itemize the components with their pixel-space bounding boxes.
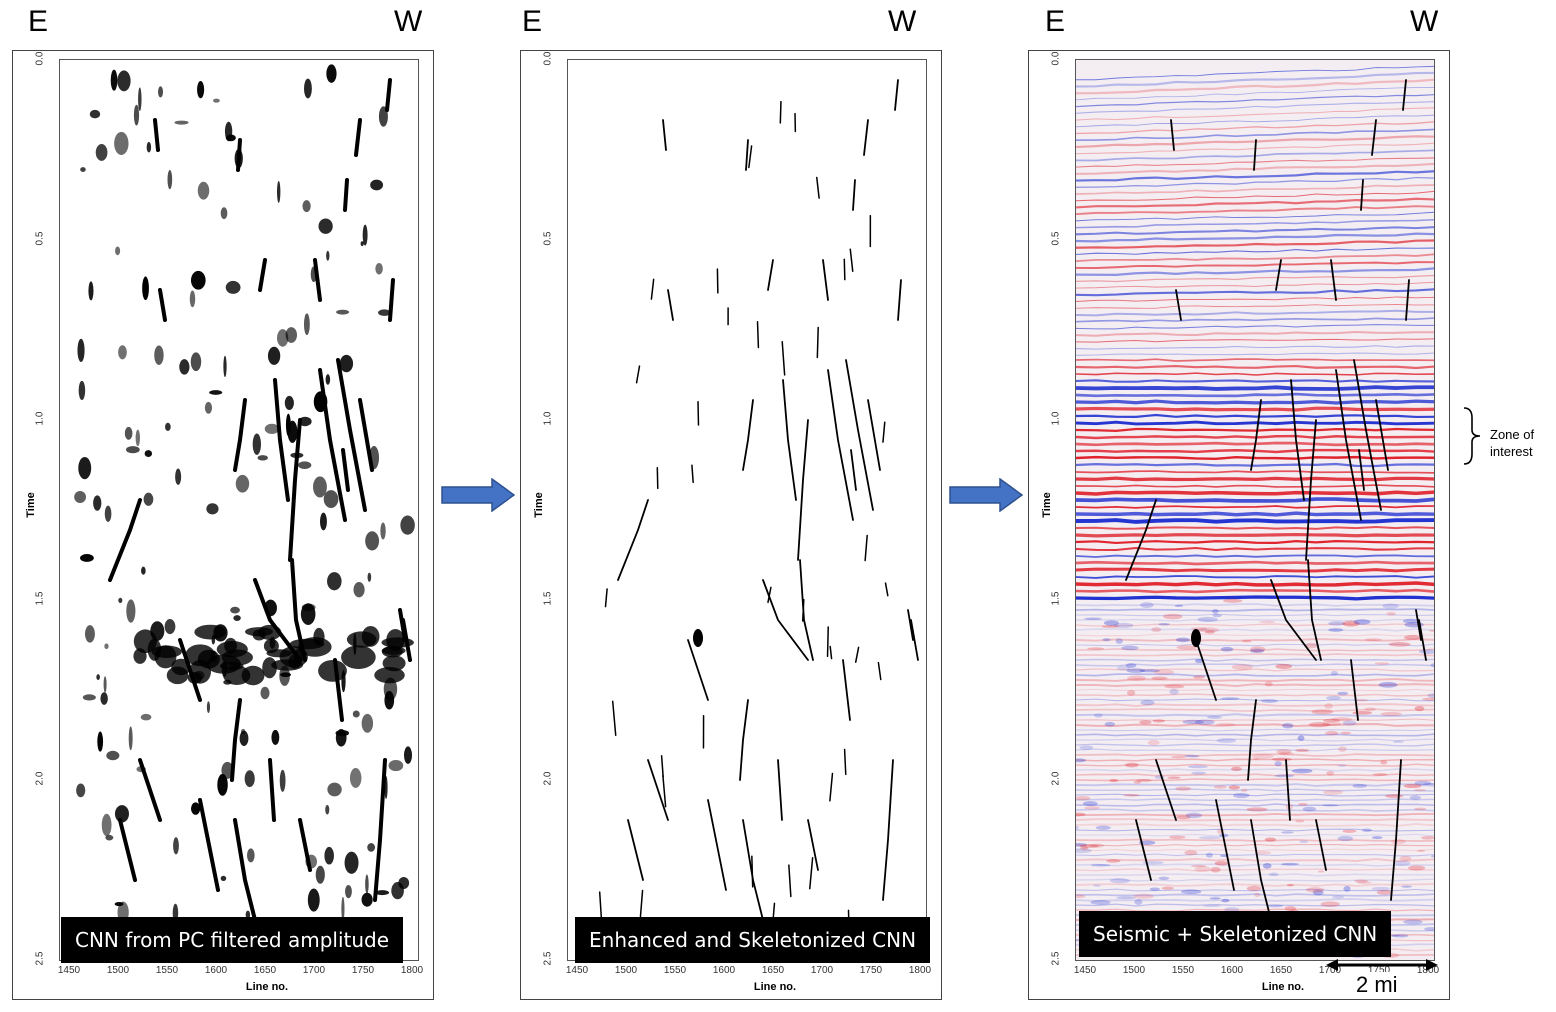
y-tick-label: 1.0 (1050, 411, 1062, 426)
y-tick-label: 1.0 (34, 411, 46, 426)
x-tick-label: 1450 (57, 965, 81, 976)
y-tick-label: 0.0 (1050, 51, 1062, 66)
y-tick-label: 1.5 (34, 591, 46, 606)
y-tick-label: 0.5 (34, 231, 46, 246)
arrow-right-icon (441, 478, 516, 512)
x-tick-label: 1800 (1416, 965, 1440, 976)
scale-bar-icon (1326, 959, 1438, 971)
y-tick-label: 2.0 (34, 771, 46, 786)
panel-seismic-skeletonized: Time 0.0 0.5 1.0 1.5 2.0 2.5 1450 1500 1550 1600… (1028, 50, 1450, 1000)
east-label-1: E (28, 5, 49, 38)
x-tick-label: 1600 (712, 965, 736, 976)
x-tick-label: 1450 (565, 965, 589, 976)
x-tick-label: 1750 (859, 965, 883, 976)
west-label-1: W (394, 5, 423, 38)
panel-caption: CNN from PC filtered amplitude (61, 917, 404, 963)
zone-of-interest-label: Zone of interest (1490, 426, 1534, 460)
y-axis-label: Time (533, 492, 545, 518)
x-tick-label: 1800 (908, 965, 932, 976)
panel-caption: Enhanced and Skeletonized CNN (575, 917, 931, 963)
y-tick-label: 0.5 (542, 231, 554, 246)
plot-area (567, 59, 927, 961)
x-tick-label: 1650 (1269, 965, 1293, 976)
arrow-right-icon (949, 478, 1024, 512)
y-tick-label: 2.0 (1050, 771, 1062, 786)
skeletonized-cnn-image (598, 79, 919, 937)
x-tick-label: 1500 (614, 965, 638, 976)
x-tick-label: 1550 (663, 965, 687, 976)
west-label-3: W (1410, 5, 1439, 38)
x-axis-label: Line no. (245, 981, 289, 993)
fault-probability-marks (74, 64, 415, 935)
x-tick-label: 1650 (253, 965, 277, 976)
y-tick-label: 2.5 (34, 951, 46, 966)
x-tick-label: 1700 (810, 965, 834, 976)
zone-label-line1: Zone of (1490, 427, 1535, 442)
y-tick-label: 2.5 (1050, 951, 1062, 966)
y-tick-label: 0.0 (542, 51, 554, 66)
cnn-amplitude-image (74, 64, 415, 935)
x-tick-label: 1650 (761, 965, 785, 976)
x-tick-label: 1550 (1171, 965, 1195, 976)
east-label-3: E (1045, 5, 1066, 38)
seismic-overlay-image (1076, 60, 1434, 960)
y-tick-label: 1.5 (1050, 591, 1062, 606)
x-axis-label: Line no. (753, 981, 797, 993)
x-tick-label: 1700 (1318, 965, 1342, 976)
zone-bracket-icon (1463, 407, 1481, 465)
plot-area (1075, 59, 1435, 961)
y-axis-label: Time (1041, 492, 1053, 518)
x-tick-label: 1800 (400, 965, 424, 976)
x-tick-label: 1750 (351, 965, 375, 976)
east-label-2: E (522, 5, 543, 38)
y-tick-label: 2.0 (542, 771, 554, 786)
y-tick-label: 0.5 (1050, 231, 1062, 246)
x-axis-label: Line no. (1261, 981, 1305, 993)
y-tick-label: 1.5 (542, 591, 554, 606)
panel-cnn-amplitude: Time 0.0 0.5 1.0 1.5 2.0 2.5 1450 1500 1550 1600… (12, 50, 434, 1000)
x-tick-label: 1600 (1220, 965, 1244, 976)
x-tick-label: 1500 (1122, 965, 1146, 976)
scale-bar-label: 2 mi (1350, 972, 1404, 998)
panel-skeletonized-cnn: Time 0.0 0.5 1.0 1.5 2.0 2.5 1450 1500 1550 1600… (520, 50, 942, 1000)
overlay-fault-lines (1125, 79, 1427, 921)
plot-area (59, 59, 419, 961)
x-tick-label: 1450 (1073, 965, 1097, 976)
panel-caption: Seismic + Skeletonized CNN (1079, 911, 1392, 957)
x-tick-label: 1550 (155, 965, 179, 976)
west-label-2: W (888, 5, 917, 38)
x-tick-label: 1700 (302, 965, 326, 976)
zone-label-line2: interest (1490, 444, 1533, 459)
skeleton-fault-lines (598, 79, 919, 937)
y-axis-label: Time (25, 492, 37, 518)
y-tick-label: 1.0 (542, 411, 554, 426)
x-tick-label: 1750 (1367, 965, 1391, 976)
y-tick-label: 2.5 (542, 951, 554, 966)
y-tick-label: 0.0 (34, 51, 46, 66)
x-tick-label: 1600 (204, 965, 228, 976)
x-tick-label: 1500 (106, 965, 130, 976)
